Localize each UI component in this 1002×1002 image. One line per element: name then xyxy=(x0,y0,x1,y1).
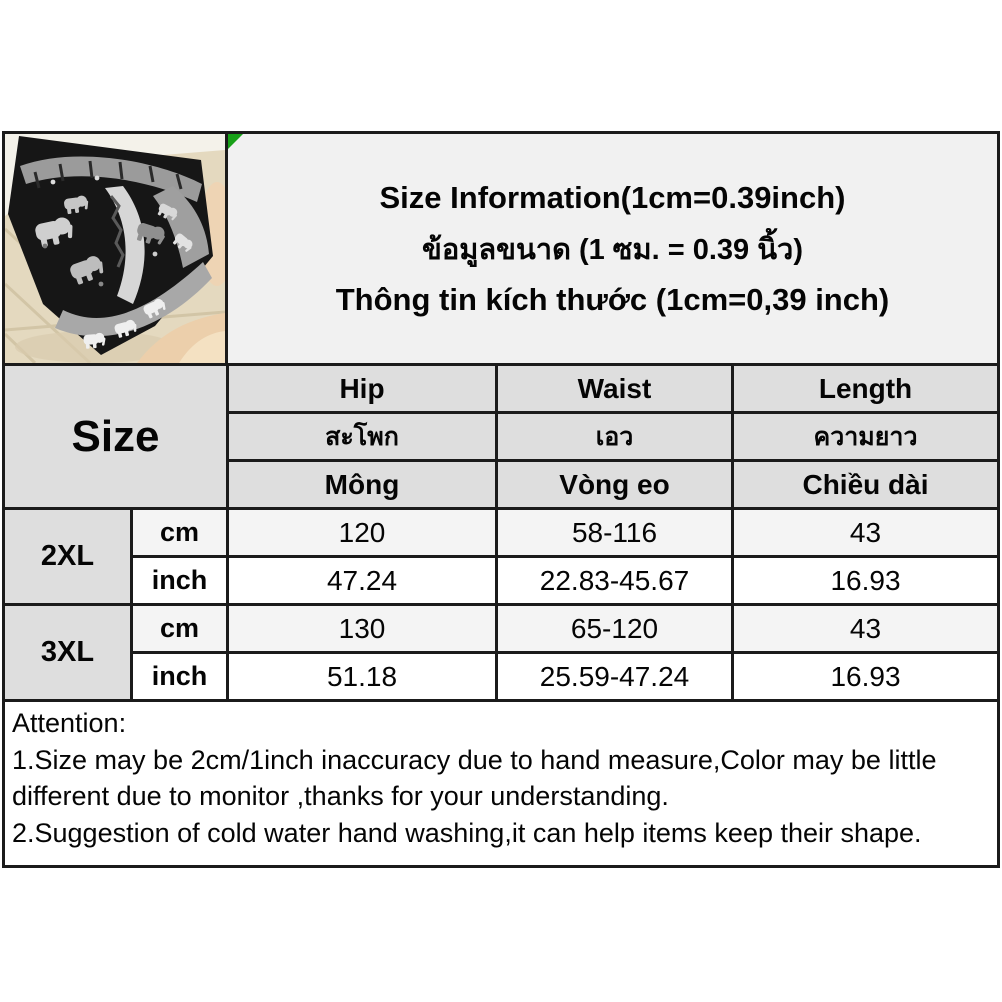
cell-3xl-cm-hip: 130 xyxy=(229,606,495,651)
col-header-waist-en: Waist xyxy=(498,366,731,411)
cell-2xl-cm-waist: 58-116 xyxy=(498,510,731,555)
corner-marker-icon xyxy=(228,134,243,149)
cell-2xl-inch-waist: 22.83-45.67 xyxy=(498,558,731,603)
top-row: Size Information(1cm=0.39inch) ข้อมูลขนา… xyxy=(5,134,997,363)
size-info-title-en: Size Information(1cm=0.39inch) xyxy=(379,179,846,215)
size-info-header: Size Information(1cm=0.39inch) ข้อมูลขนา… xyxy=(228,134,997,363)
cell-3xl-inch-waist: 25.59-47.24 xyxy=(498,654,731,699)
size-label-2xl: 2XL xyxy=(5,510,130,603)
size-chart-sheet: Size Information(1cm=0.39inch) ข้อมูลขนา… xyxy=(2,131,1000,868)
cell-3xl-cm-waist: 65-120 xyxy=(498,606,731,651)
cell-2xl-inch-hip: 47.24 xyxy=(229,558,495,603)
attention-line-1: 1.Size may be 2cm/1inch inaccuracy due t… xyxy=(12,744,937,812)
cell-2xl-cm-hip: 120 xyxy=(229,510,495,555)
cell-2xl-cm-length: 43 xyxy=(734,510,997,555)
product-photo xyxy=(5,134,225,363)
elephant-shorts-photo-illustration xyxy=(5,134,225,363)
cell-3xl-cm-length: 43 xyxy=(734,606,997,651)
unit-label-2xl-inch: inch xyxy=(133,558,226,603)
attention-note: Attention: 1.Size may be 2cm/1inch inacc… xyxy=(5,702,997,865)
col-header-hip-vi: Mông xyxy=(229,462,495,507)
size-info-title-th: ข้อมูลขนาด (1 ซม. = 0.39 นิ้ว) xyxy=(422,233,803,266)
attention-title: Attention: xyxy=(12,708,127,738)
unit-label-3xl-cm: cm xyxy=(133,606,226,651)
unit-label-3xl-inch: inch xyxy=(133,654,226,699)
col-header-waist-th: เอว xyxy=(498,414,731,459)
col-header-hip-en: Hip xyxy=(229,366,495,411)
col-header-hip-th: สะโพก xyxy=(229,414,495,459)
size-corner-label: Size xyxy=(5,366,226,507)
cell-2xl-inch-length: 16.93 xyxy=(734,558,997,603)
size-label-3xl: 3XL xyxy=(5,606,130,699)
cell-3xl-inch-length: 16.93 xyxy=(734,654,997,699)
cell-3xl-inch-hip: 51.18 xyxy=(229,654,495,699)
size-info-title-vi: Thông tin kích thước (1cm=0,39 inch) xyxy=(335,281,890,317)
unit-label-2xl-cm: cm xyxy=(133,510,226,555)
size-table: Size Hip Waist Length สะโพก เอว ความยาว … xyxy=(5,366,997,699)
attention-line-2: 2.Suggestion of cold water hand washing,… xyxy=(12,818,922,849)
col-header-length-th: ความยาว xyxy=(734,414,997,459)
col-header-length-vi: Chiều dài xyxy=(734,462,997,507)
col-header-waist-vi: Vòng eo xyxy=(498,462,731,507)
col-header-length-en: Length xyxy=(734,366,997,411)
